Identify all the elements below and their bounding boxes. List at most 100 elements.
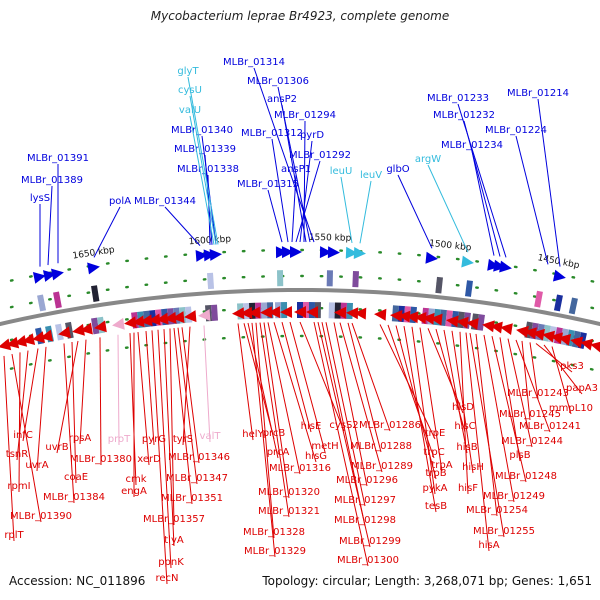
scale-tick-label: 1550 kbp [309, 233, 352, 244]
gene-block [476, 314, 485, 331]
label-connector [181, 327, 200, 464]
label-connector [507, 338, 533, 448]
forward-gene-label: MLBr_01339 [174, 144, 236, 155]
label-connector [56, 340, 79, 454]
accession-label: Accession: NC_011896 [9, 574, 146, 588]
gene-block [207, 272, 215, 290]
reverse-gene-label: helY [242, 429, 264, 440]
reverse-gene-arrow [280, 306, 293, 319]
label-connector [347, 322, 382, 453]
reverse-gene-arrow [58, 326, 71, 339]
reverse-gene-label: MLBr_01347 [166, 473, 228, 484]
forward-gene-label: MLBr_01344 [134, 196, 196, 207]
trna-label: glyT [177, 66, 199, 77]
forward-gene-label: polA [109, 196, 131, 207]
label-connector [164, 206, 201, 246]
forward-gene-label: MLBr_01314 [223, 57, 285, 68]
label-connector [273, 322, 317, 463]
label-connector [203, 325, 211, 443]
reverse-gene-arrow [40, 329, 54, 342]
label-connector [325, 322, 366, 507]
reverse-gene-arrow [346, 307, 359, 320]
trna-label: valU [179, 105, 201, 116]
forward-gene-label: MLBr_01232 [433, 110, 495, 121]
label-connector [321, 322, 366, 527]
label-connector [137, 332, 150, 466]
reverse-gene-label: MLBr_01289 [351, 461, 413, 472]
label-connector [18, 352, 21, 493]
reverse-gene-label: rplT [4, 530, 24, 541]
forward-gene-label: MLBr_01391 [27, 153, 89, 164]
label-connector [403, 326, 437, 513]
label-connector [251, 322, 276, 558]
label-connector [521, 340, 531, 421]
reverse-gene-arrow [422, 312, 435, 325]
reverse-gene-label: MLBr_01320 [258, 487, 320, 498]
reverse-gene-arrow [570, 336, 584, 349]
reverse-gene-arrow [398, 310, 411, 323]
forward-gene-label: ansP2 [267, 94, 297, 105]
pseudo-gene-arrow [198, 309, 211, 322]
label-connector [11, 354, 42, 523]
forward-gene-arrow [319, 246, 332, 259]
reverse-gene-label: MLBr_01390 [10, 511, 72, 522]
label-connector [459, 331, 469, 495]
reverse-gene-arrow [466, 318, 479, 330]
reverse-gene-arrow [6, 336, 20, 349]
reverse-gene-label: MLBr_01248 [495, 471, 557, 482]
label-connector [47, 185, 53, 266]
forward-gene-label: MLBr_01234 [441, 140, 503, 151]
reverse-gene-arrow [406, 311, 419, 324]
forward-gene-label: MLBr_01292 [289, 150, 351, 161]
label-connector [303, 120, 306, 243]
reverse-gene-label: uvrB [45, 442, 68, 453]
gene-block [326, 270, 333, 287]
forward-gene-label: pyrD [300, 130, 324, 141]
reverse-gene-arrow [248, 306, 261, 319]
label-connector [263, 322, 290, 499]
label-connector [163, 329, 175, 547]
label-connector [3, 355, 15, 542]
reverse-gene-arrow [156, 312, 169, 325]
reverse-gene-arrow [490, 321, 503, 334]
label-connector [71, 342, 77, 484]
reverse-gene-label: xerD [137, 454, 161, 465]
label-connector [351, 322, 391, 432]
gene-block [328, 302, 335, 319]
reverse-gene-arrow [22, 333, 36, 346]
reverse-gene-arrow [32, 331, 46, 344]
label-connector [465, 332, 490, 552]
label-connector [483, 334, 515, 503]
forward-gene-label: MLBr_01294 [274, 110, 336, 121]
reverse-gene-arrow [124, 316, 137, 329]
label-connector [129, 333, 137, 486]
gene-block [464, 280, 473, 297]
forward-gene-arrow [487, 258, 500, 271]
forward-gene-label: MLBr_01306 [247, 76, 309, 87]
reverse-gene-label: MLBr_01244 [501, 436, 563, 447]
reverse-gene-label: pykA [423, 483, 448, 494]
reverse-gene-label: trpB [425, 468, 446, 479]
label-connector [22, 348, 39, 442]
reverse-gene-label: MLBr_01245 [499, 409, 561, 420]
label-connector [99, 337, 102, 466]
forward-gene-arrow [209, 248, 222, 261]
label-connector [79, 339, 87, 445]
forward-gene-label: MLBr_01224 [485, 125, 547, 136]
forward-gene-label: MLBr_01312 [241, 128, 303, 139]
label-connector [63, 343, 75, 504]
reverse-gene-label: hisF [458, 483, 478, 494]
reverse-gene-label: MLBr_01255 [473, 526, 535, 537]
forward-gene-label: lysS [30, 193, 50, 204]
forward-gene-arrow [289, 246, 302, 259]
reverse-gene-label: hisA [478, 540, 499, 551]
forward-gene-arrow [87, 262, 100, 275]
forward-gene-label: glbO [386, 164, 409, 175]
label-connector [177, 327, 198, 485]
label-connector [295, 160, 321, 243]
reverse-gene-arrow [306, 306, 319, 319]
gene-block [352, 271, 359, 288]
forward-gene-arrow [327, 246, 340, 259]
label-connector [537, 98, 561, 267]
